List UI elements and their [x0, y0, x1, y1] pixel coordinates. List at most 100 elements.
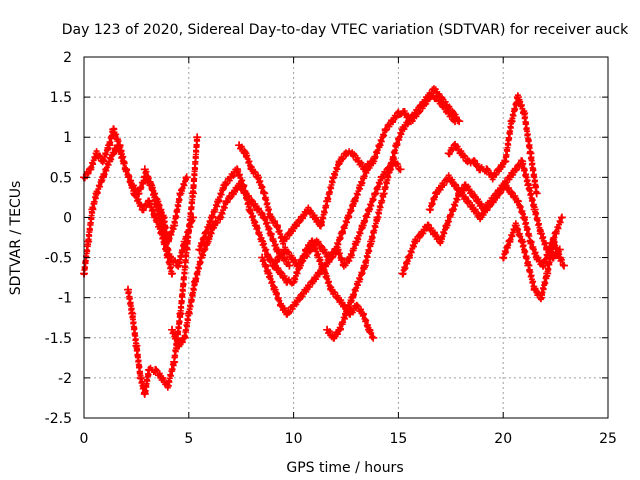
data-point: [342, 309, 350, 318]
data-point: [140, 165, 149, 174]
data-point: [274, 253, 283, 262]
series-track-n: [499, 220, 568, 303]
data-point: [98, 173, 107, 182]
data-point: [209, 221, 218, 230]
data-point: [308, 277, 317, 286]
data-point: [476, 213, 485, 222]
data-point: [329, 173, 338, 182]
data-point: [488, 197, 497, 206]
data-point: [293, 261, 302, 270]
data-point: [314, 269, 323, 278]
data-point: [362, 165, 371, 174]
data-point: [235, 141, 244, 150]
data-point: [327, 285, 336, 294]
data-point: [482, 205, 491, 214]
x-tick-label: 10: [285, 431, 303, 447]
data-point: [442, 101, 451, 110]
data-point: [398, 125, 407, 134]
data-point: [371, 189, 380, 198]
y-tick-label: -1: [58, 291, 72, 307]
axis-ticks: 0 5 10 15 20 25 2 1.5 1 0.5 0 -0.5 -1 -1.5 -2 -2.5: [45, 50, 617, 447]
data-point: [425, 205, 434, 214]
data-point: [270, 285, 279, 294]
data-point: [260, 189, 269, 198]
data-point: [105, 141, 114, 150]
data-point: [163, 253, 172, 262]
data-point: [358, 309, 367, 318]
data-point: [180, 333, 189, 342]
data-point: [84, 237, 93, 246]
data-point: [396, 165, 405, 174]
data-point: [551, 229, 560, 238]
data-point: [233, 165, 242, 174]
y-axis-title: SDTVAR / TECUs: [8, 181, 24, 296]
data-point: [442, 221, 451, 230]
data-point: [289, 301, 298, 310]
data-point: [457, 149, 466, 158]
data-point: [417, 229, 426, 238]
data-point: [536, 293, 545, 302]
data-point: [300, 253, 309, 262]
y-tick-label: 1.5: [50, 90, 72, 106]
data-point: [524, 181, 533, 190]
data-point: [513, 93, 522, 102]
y-tick-label: -2.5: [45, 411, 72, 427]
data-point: [195, 245, 204, 254]
data-point: [245, 205, 254, 214]
data-point: [411, 237, 420, 246]
data-point: [239, 181, 248, 190]
y-tick-label: -0.5: [45, 251, 72, 267]
data-point: [247, 165, 256, 174]
data-point: [323, 197, 332, 206]
data-point: [272, 245, 281, 254]
data-point: [559, 261, 568, 270]
data-point: [348, 293, 357, 302]
data-point: [331, 245, 340, 254]
data-point: [505, 173, 514, 182]
data-point: [511, 221, 520, 230]
data-point: [455, 117, 464, 126]
data-point: [511, 165, 520, 174]
data-point: [214, 197, 223, 206]
data-point: [170, 221, 179, 230]
data-point: [354, 157, 363, 166]
data-point: [520, 213, 529, 222]
data-point: [469, 205, 478, 214]
data-point: [216, 213, 225, 222]
data-point: [524, 261, 533, 270]
data-point: [295, 293, 304, 302]
data-point: [174, 341, 183, 350]
data-point: [92, 149, 101, 158]
data-point: [526, 149, 535, 158]
y-tick-label: -2: [58, 371, 72, 387]
data-point: [168, 269, 177, 278]
data-point: [333, 293, 342, 302]
data-point: [310, 213, 319, 222]
data-point: [518, 157, 527, 166]
y-tick-label: -1.5: [45, 331, 72, 347]
data-point: [226, 173, 235, 182]
data-point: [312, 237, 321, 246]
data-point: [297, 213, 306, 222]
data-point: [404, 253, 413, 262]
data-point: [444, 149, 453, 158]
data-point: [153, 197, 162, 206]
data-point: [499, 253, 508, 262]
data-point: [557, 213, 566, 222]
data-point: [339, 261, 348, 270]
data-point: [182, 173, 191, 182]
data-point: [258, 253, 267, 262]
data-point: [281, 245, 290, 254]
series-track-d: [140, 165, 191, 246]
data-point: [197, 253, 206, 262]
data-point: [251, 221, 260, 230]
data-point: [354, 277, 363, 286]
data-point: [325, 253, 334, 262]
data-point: [130, 189, 139, 198]
data-point: [423, 221, 432, 230]
data-point: [121, 165, 130, 174]
data-point: [306, 245, 315, 254]
data-point: [404, 117, 413, 126]
data-point: [356, 181, 365, 190]
